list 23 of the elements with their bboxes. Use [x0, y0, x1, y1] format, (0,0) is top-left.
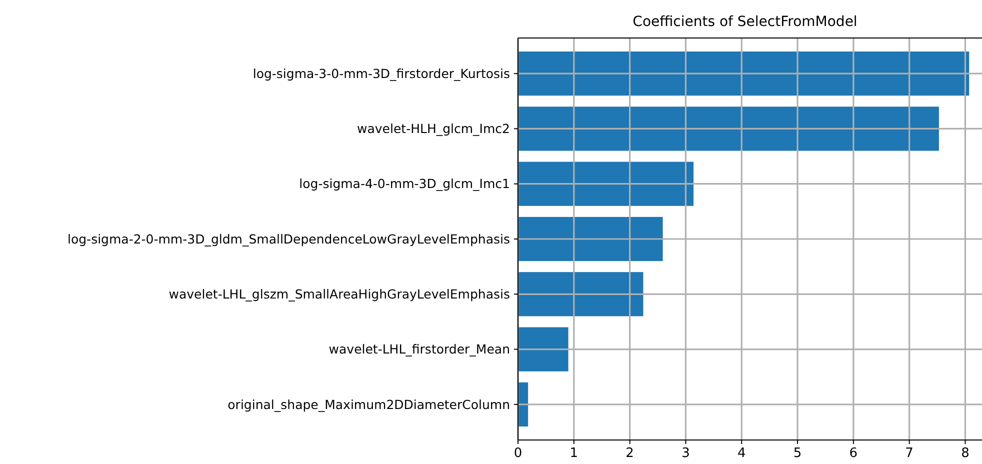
bar [518, 52, 970, 96]
y-tick-label: wavelet-LHL_glszm_SmallAreaHighGrayLevelEmphasis [168, 286, 510, 302]
x-tick-label: 2 [626, 446, 634, 461]
x-tick-label: 8 [961, 446, 970, 461]
y-tick-label: log-sigma-2-0-mm-3D_gldm_SmallDependenceLowGrayLevelEmphasis [68, 231, 510, 246]
x-tick-label: 4 [737, 446, 746, 461]
bar [518, 162, 694, 206]
bar [518, 106, 939, 151]
y-tick-label: original_shape_Maximum2DDiameterColumn [228, 396, 510, 412]
x-tick-label: 5 [793, 446, 802, 461]
bar [518, 327, 568, 372]
x-tick-label: 6 [849, 446, 858, 461]
x-tick-label: 0 [514, 446, 522, 461]
y-tick-label: wavelet-LHL_firstorder_Mean [328, 342, 510, 357]
bar [518, 216, 663, 262]
x-tick-label: 3 [682, 446, 690, 461]
x-tick-label: 7 [905, 446, 914, 461]
x-tick-label: 1 [570, 446, 578, 461]
y-tick-label: wavelet-HLH_glcm_Imc2 [357, 121, 510, 136]
chart-title: Coefficients of SelectFromModel [632, 14, 858, 30]
bar [518, 272, 644, 316]
y-tick-label: log-sigma-4-0-mm-3D_glcm_Imc1 [299, 176, 510, 192]
y-tick-label: log-sigma-3-0-mm-3D_firstorder_Kurtosis [252, 66, 510, 81]
